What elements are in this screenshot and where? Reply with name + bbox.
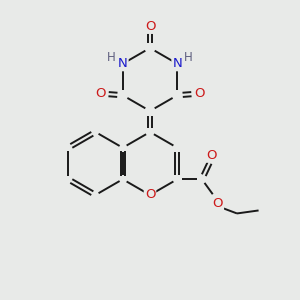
Text: O: O xyxy=(212,197,223,210)
Text: H: H xyxy=(184,51,193,64)
Text: O: O xyxy=(206,149,217,162)
Text: O: O xyxy=(96,87,106,100)
Text: N: N xyxy=(172,57,182,70)
Text: O: O xyxy=(194,87,204,100)
Text: O: O xyxy=(145,20,155,33)
Text: O: O xyxy=(145,188,155,202)
Text: N: N xyxy=(118,57,128,70)
Text: H: H xyxy=(107,51,116,64)
